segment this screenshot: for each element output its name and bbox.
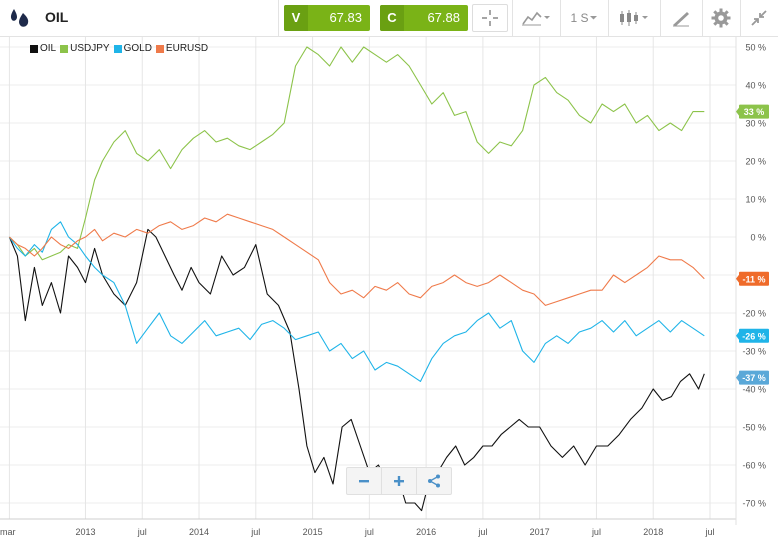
y-tick-label: -30 % — [742, 347, 766, 357]
buy-price: 67.88 — [427, 10, 460, 25]
x-axis-labels: mar 2013 jul 2014 jul 2015 jul 2016 jul 2017 jul 20… — [0, 527, 715, 537]
x-tick-label: jul — [591, 527, 601, 537]
legend-item[interactable]: OIL — [30, 43, 56, 54]
x-tick-label: 2017 — [530, 527, 550, 537]
sell-price: 67.83 — [329, 10, 362, 25]
toolbar-divider — [560, 0, 561, 36]
legend-swatch — [30, 44, 38, 53]
chart-series — [8, 46, 705, 512]
zoom-controls — [346, 467, 452, 495]
x-tick-label: 2014 — [189, 527, 209, 537]
candles-button[interactable] — [610, 0, 658, 36]
y-tick-label: 20 % — [745, 157, 766, 167]
toolbar: OIL V 67.83 C 67.88 1 S — [0, 0, 778, 37]
x-tick-label: jul — [477, 527, 487, 537]
x-tick-label: 2018 — [643, 527, 663, 537]
toolbar-divider — [702, 0, 703, 36]
end-label-text: 33 % — [744, 107, 765, 117]
end-label-badge — [739, 271, 769, 286]
end-label-badge — [739, 328, 769, 343]
toolbar-divider — [278, 0, 279, 36]
legend-label: OIL — [40, 43, 57, 54]
oil-drops-icon — [10, 9, 29, 27]
series-line-gold — [8, 221, 705, 382]
legend-item[interactable]: USDJPY — [60, 43, 110, 54]
y-tick-label: -40 % — [742, 385, 766, 395]
share-icon — [428, 474, 440, 488]
sell-letter: V — [284, 5, 308, 31]
series-line-eurusd — [9, 213, 705, 306]
buy-letter: C — [380, 5, 404, 31]
zoom-out-button[interactable] — [347, 468, 382, 494]
crosshair-button[interactable] — [472, 4, 508, 32]
end-label-pointer — [736, 373, 739, 382]
toolbar-divider — [740, 0, 741, 36]
end-label-text: -11 % — [742, 274, 765, 284]
settings-button[interactable] — [704, 0, 738, 36]
series-line-usdjpy — [9, 46, 705, 261]
legend-item[interactable]: EURUSD — [155, 43, 209, 54]
series-line-oil — [8, 228, 705, 512]
y-tick-label: 30 % — [745, 119, 766, 129]
chevron-down-icon — [589, 16, 597, 20]
legend-item[interactable]: GOLD — [113, 43, 152, 54]
chart-grid — [0, 37, 737, 525]
legend-label: USDJPY — [70, 43, 110, 54]
x-tick-label: mar — [0, 527, 16, 537]
legend-swatch — [60, 44, 69, 53]
x-tick-label: jul — [364, 527, 374, 537]
end-value-labels: 33 % -11 % -26 % -37 % — [736, 104, 769, 385]
timeframe-value: 1 S — [570, 11, 589, 25]
y-tick-label: -50 % — [742, 423, 766, 433]
crosshair-icon — [482, 10, 498, 26]
y-tick-label: 50 % — [745, 43, 766, 53]
comparison-chart: 50 %40 %30 %20 %10 %0 %-10 %-20 %-30 %-4… — [0, 37, 769, 537]
plus-icon — [394, 476, 404, 486]
line-chart-icon — [522, 11, 550, 26]
candlestick-icon — [620, 10, 648, 26]
draw-tool-icon — [673, 12, 689, 27]
x-tick-label: 2016 — [416, 527, 436, 537]
collapse-button[interactable] — [742, 0, 776, 36]
y-tick-label: -70 % — [742, 499, 766, 509]
draw-tool-button[interactable] — [662, 0, 700, 36]
legend-label: GOLD — [123, 43, 152, 54]
minus-icon — [359, 480, 369, 483]
legend-label: EURUSD — [165, 43, 209, 54]
y-tick-label: 0 % — [750, 233, 766, 243]
end-label-badge — [739, 370, 769, 385]
end-label-pointer — [736, 331, 739, 340]
end-label-badge — [739, 104, 769, 119]
end-label-text: -37 % — [742, 373, 766, 383]
toolbar-divider — [660, 0, 661, 36]
x-tick-label: 2013 — [75, 527, 95, 537]
y-tick-label: 40 % — [745, 81, 766, 91]
collapse-arrows-icon — [751, 10, 767, 26]
x-tick-label: jul — [250, 527, 260, 537]
share-button[interactable] — [417, 468, 451, 494]
toolbar-divider — [608, 0, 609, 36]
end-label-pointer — [736, 274, 739, 283]
zoom-in-button[interactable] — [382, 468, 417, 494]
y-tick-label: -20 % — [742, 309, 766, 319]
toolbar-divider — [512, 0, 513, 36]
y-tick-label: 10 % — [745, 195, 766, 205]
x-tick-label: 2015 — [303, 527, 323, 537]
end-label-pointer — [736, 107, 739, 116]
timeframe-selector[interactable]: 1 S — [562, 0, 606, 36]
instrument-title: OIL — [45, 9, 69, 25]
x-tick-label: jul — [704, 527, 714, 537]
gear-icon — [711, 8, 731, 28]
legend-swatch — [113, 44, 122, 53]
chart-type-button[interactable] — [514, 0, 558, 36]
chart-legend: OIL USDJPY GOLD EURUSD — [30, 43, 208, 54]
legend-swatch — [155, 44, 164, 53]
sell-button[interactable]: V 67.83 — [284, 5, 370, 31]
end-label-text: -26 % — [742, 331, 766, 341]
y-tick-label: -60 % — [742, 461, 766, 471]
x-tick-label: jul — [137, 527, 147, 537]
buy-button[interactable]: C 67.88 — [380, 5, 468, 31]
